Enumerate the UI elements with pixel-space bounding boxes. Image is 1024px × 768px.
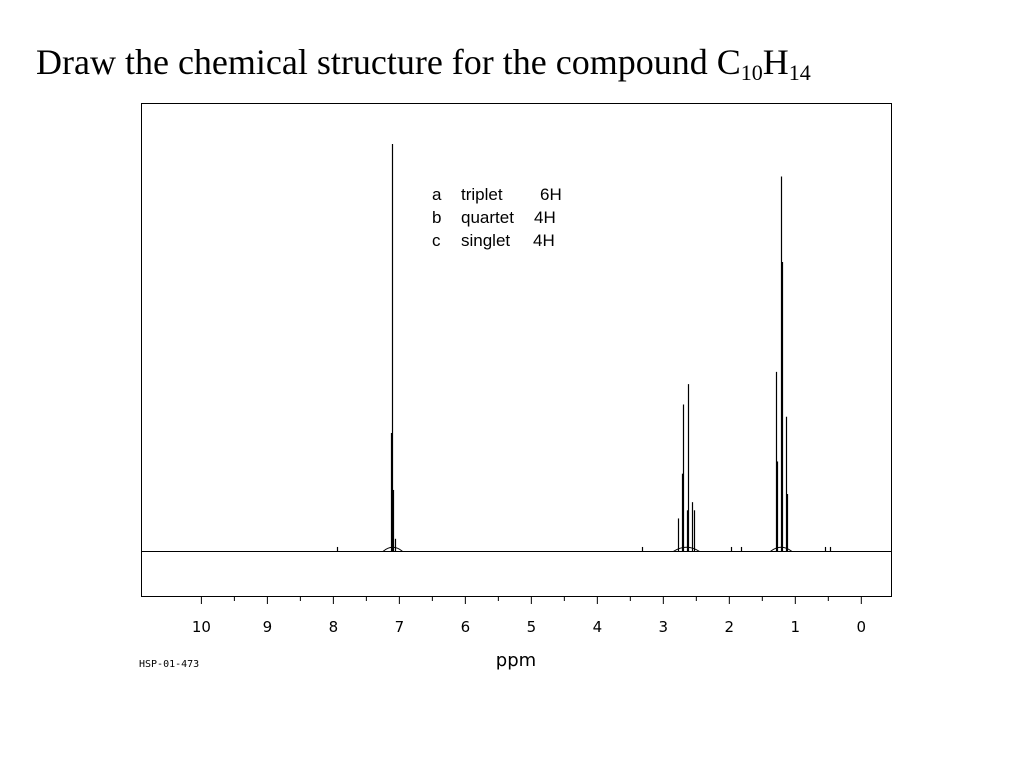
legend-c-letter: c bbox=[432, 231, 441, 250]
title-text: Draw the chemical structure for the comp… bbox=[36, 42, 741, 82]
x-tick-label: 1 bbox=[791, 618, 801, 636]
legend-b-multiplicity: quartet bbox=[461, 208, 514, 227]
x-axis-ticks bbox=[200, 596, 862, 604]
x-tick-label: 7 bbox=[395, 618, 405, 636]
x-tick-label: 10 bbox=[192, 618, 211, 636]
x-tick-label: 9 bbox=[263, 618, 273, 636]
legend-c-multiplicity: singlet bbox=[461, 231, 510, 250]
x-tick-label: 3 bbox=[659, 618, 669, 636]
legend-a-integration: 6H bbox=[540, 185, 562, 204]
spectrum-id-label: HSP-01-473 bbox=[139, 659, 199, 670]
x-tick-label: 8 bbox=[329, 618, 339, 636]
legend-b-letter: b bbox=[432, 208, 441, 227]
title-subscript-carbon: 10 bbox=[740, 60, 763, 85]
legend-a-letter: a bbox=[432, 185, 442, 204]
plot-frame bbox=[141, 103, 892, 597]
peak-marks bbox=[142, 144, 891, 552]
x-tick-label: 6 bbox=[461, 618, 471, 636]
legend-c-integration: 4H bbox=[533, 231, 555, 250]
legend-b-integration: 4H bbox=[534, 208, 556, 227]
x-tick-label: 2 bbox=[725, 618, 735, 636]
x-tick-label: 0 bbox=[857, 618, 867, 636]
title-subscript-hydrogen: 14 bbox=[788, 60, 811, 85]
x-axis-label: ppm bbox=[496, 650, 536, 671]
spectrum-trace bbox=[382, 546, 793, 552]
title-hydrogen: H bbox=[762, 42, 789, 82]
x-tick-label: 5 bbox=[527, 618, 537, 636]
x-axis-tick-labels: 10 9 8 7 6 5 4 3 2 1 0 bbox=[192, 618, 866, 636]
annotation-legend: a triplet 6H b quartet 4H c singlet 4H bbox=[432, 185, 562, 250]
legend-a-multiplicity: triplet bbox=[461, 185, 503, 204]
slide-title: Draw the chemical structure for the comp… bbox=[36, 42, 811, 84]
x-tick-label: 4 bbox=[593, 618, 603, 636]
